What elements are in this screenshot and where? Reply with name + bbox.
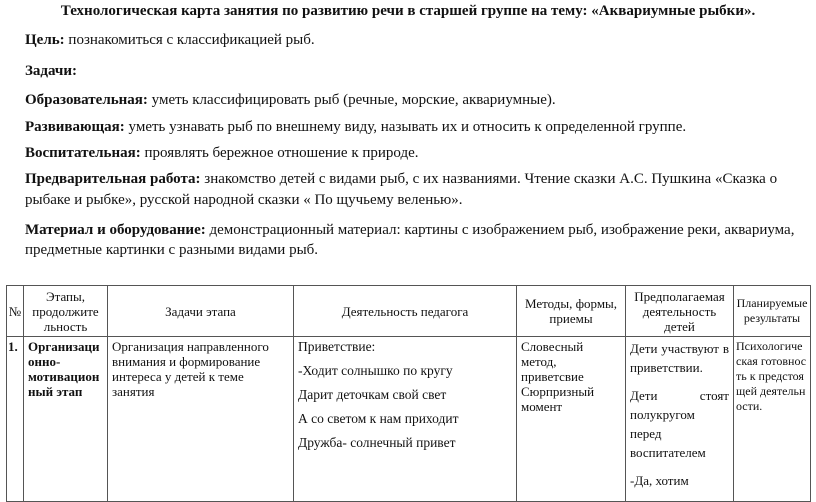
table-row: 1. Организаци онно-мотивацион ный этап О… xyxy=(6,336,811,502)
goal-line: Цель: познакомиться с классификацией рыб… xyxy=(25,32,315,49)
cell-methods: Словесный метод, приветсвие Сюрпризный м… xyxy=(516,336,626,502)
tasks-label: Задачи: xyxy=(25,63,78,79)
goal-text: познакомиться с классификацией рыб. xyxy=(64,32,315,48)
preliminary-label: Предварительная работа: xyxy=(25,171,201,187)
children-line: Дети стоят полукругом перед воспитателем xyxy=(630,388,729,460)
preliminary-line2: рыбаке и рыбке», русской народной сказки… xyxy=(25,192,463,208)
upbringing-line: Воспитательная: проявлять бережное отнош… xyxy=(25,145,419,162)
header-teacher: Деятельность педагога xyxy=(293,285,517,337)
cell-task: Организация направленного внимания и фор… xyxy=(107,336,294,502)
developing-label: Развивающая: xyxy=(25,119,125,135)
cell-stage: Организаци онно-мотивацион ный этап xyxy=(23,336,108,502)
cell-results: Психологическая готовность к предстоящей… xyxy=(733,336,811,502)
header-task: Задачи этапа xyxy=(107,285,294,337)
header-stage: Этапы, продолжите льность xyxy=(23,285,108,337)
document-title: Технологическая карта занятия по развити… xyxy=(60,3,756,19)
materials-line2: предметные картинки с разными видами рыб… xyxy=(25,242,319,258)
materials-text1: демонстрационный материал: картины с изо… xyxy=(205,222,795,238)
developing-line: Развивающая: уметь узнавать рыб по внешн… xyxy=(25,119,686,136)
teacher-line: А со светом к нам приходит xyxy=(298,411,459,426)
teacher-line: Дружба- солнечный привет xyxy=(298,435,456,450)
children-line: -Да, хотим xyxy=(630,473,689,488)
lesson-plan-table: № Этапы, продолжите льность Задачи этапа… xyxy=(6,285,811,502)
cell-teacher: Приветствие: -Ходит солнышко по кругу Да… xyxy=(293,336,517,502)
teacher-line: -Ходит солнышко по кругу xyxy=(298,363,453,378)
table-header-row: № Этапы, продолжите льность Задачи этапа… xyxy=(6,285,811,337)
upbringing-label: Воспитательная: xyxy=(25,145,141,161)
educational-label: Образовательная: xyxy=(25,92,148,108)
children-line: Дети участвуют в приветствии. xyxy=(630,341,729,375)
cell-num: 1. xyxy=(6,336,24,502)
cell-children: Дети участвуют в приветствии. Дети стоят… xyxy=(625,336,734,502)
preliminary-text1: знакомство детей с видами рыб, с их назв… xyxy=(200,171,778,187)
goal-label: Цель: xyxy=(25,32,65,48)
header-children: Предполагаемая деятельность детей xyxy=(625,285,734,337)
educational-line: Образовательная: уметь классифицировать … xyxy=(25,92,556,109)
header-num: № xyxy=(6,285,24,337)
upbringing-text: проявлять бережное отношение к природе. xyxy=(140,145,419,161)
preliminary-line1: Предварительная работа: знакомство детей… xyxy=(25,171,777,188)
teacher-line: Дарит деточкам свой свет xyxy=(298,387,447,402)
developing-text: уметь узнавать рыб по внешнему виду, наз… xyxy=(124,119,687,135)
header-results: Планируемые результаты xyxy=(733,285,811,337)
materials-line1: Материал и оборудование: демонстрационны… xyxy=(25,222,794,239)
educational-text: уметь классифицировать рыб (речные, морс… xyxy=(147,92,556,108)
teacher-line: Приветствие: xyxy=(298,339,376,354)
header-methods: Методы, формы, приемы xyxy=(516,285,626,337)
materials-label: Материал и оборудование: xyxy=(25,222,206,238)
